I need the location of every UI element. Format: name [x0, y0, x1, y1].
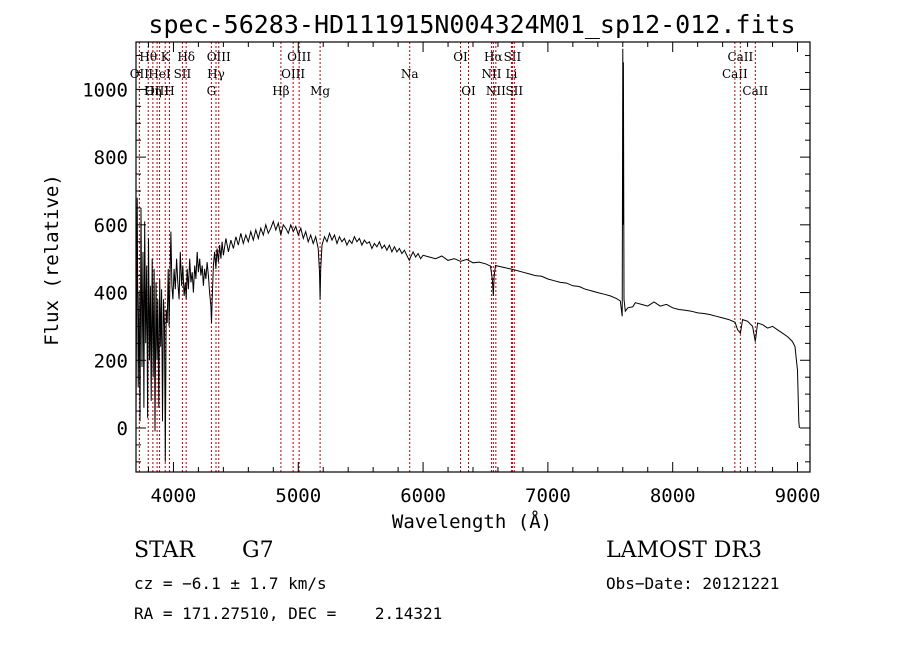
x-tick-label: 9000 [775, 485, 821, 507]
spectral-line-label: SII [504, 50, 522, 64]
spectral-line-label: Li [506, 67, 518, 81]
y-tick-label: 200 [94, 350, 128, 372]
x-tick-label: 8000 [650, 485, 696, 507]
spectral-line-label: Mg [310, 84, 330, 98]
subclass: G7 [242, 538, 274, 563]
spectral-line-label: Hβ [272, 84, 289, 98]
redshift-cz: cz = −6.1 ± 1.7 km/s [134, 574, 327, 593]
y-tick-label: 0 [117, 418, 128, 440]
obs-date: Obs−Date: 20121221 [606, 574, 780, 593]
spectral-line-label: CaII [742, 84, 768, 98]
x-tick-label: 4000 [151, 485, 197, 507]
spectrum-line [135, 48, 800, 462]
spectral-line-label: HeI [148, 67, 171, 81]
spectral-line-label: OI [453, 50, 468, 64]
spectral-line-label: H [164, 84, 174, 98]
spectral-line-label: CaII [727, 50, 753, 64]
spectral-line-label: OIII [145, 84, 169, 98]
coordinates: RA = 171.27510, DEC = 2.14321 [134, 604, 443, 623]
x-axis-label: Wavelength (Å) [392, 510, 552, 533]
x-tick-label: 5000 [275, 485, 321, 507]
spectral-line-label: SII [505, 84, 523, 98]
spectral-line-label: Na [401, 67, 419, 81]
spectrum-series [135, 48, 800, 462]
spectral-line-label: OII [130, 67, 150, 81]
spectral-line-label: Hδ [177, 50, 195, 64]
x-tick-label: 6000 [400, 485, 446, 507]
spectral-line-label: NII [486, 84, 506, 98]
y-axis-label: Flux (relative) [41, 174, 63, 346]
x-axis: 4000 5000 6000 7000 8000 9000 [147, 42, 821, 507]
spectral-line-label: Hα [484, 50, 503, 64]
object-type: STAR [134, 538, 195, 563]
plot-frame [135, 41, 811, 473]
y-tick-label: 400 [94, 283, 128, 305]
spectral-line-label: K [161, 50, 171, 64]
spectral-line-markers: OIIHθOIIIHηHeIKHSIIHδGHγOIIIHβOIIIOIIIMg… [130, 42, 768, 472]
spectral-line-label: CaII [722, 67, 748, 81]
spectral-line-label: OIII [281, 67, 305, 81]
y-tick-label: 800 [94, 147, 128, 169]
y-tick-label: 600 [94, 215, 128, 237]
survey-name: LAMOST DR3 [606, 538, 762, 563]
chart-title: spec-56283-HD111915N004324M01_sp12-012.f… [148, 10, 795, 39]
spectral-line-label: G [207, 84, 217, 98]
spectral-line-label: OIII [287, 50, 311, 64]
spectral-line-label: Hγ [207, 67, 225, 81]
spectral-line-label: Hη [144, 84, 162, 98]
spectral-line-label: OI [461, 84, 476, 98]
spectral-line-label: SII [174, 67, 192, 81]
spectral-line-label: NII [481, 67, 501, 81]
spectral-line-label: Hθ [139, 50, 157, 64]
y-axis: 0 200 400 600 800 1000 [82, 55, 810, 463]
y-tick-label: 1000 [82, 79, 128, 101]
spectral-line-label: OIII [207, 50, 231, 64]
x-tick-label: 7000 [525, 485, 571, 507]
